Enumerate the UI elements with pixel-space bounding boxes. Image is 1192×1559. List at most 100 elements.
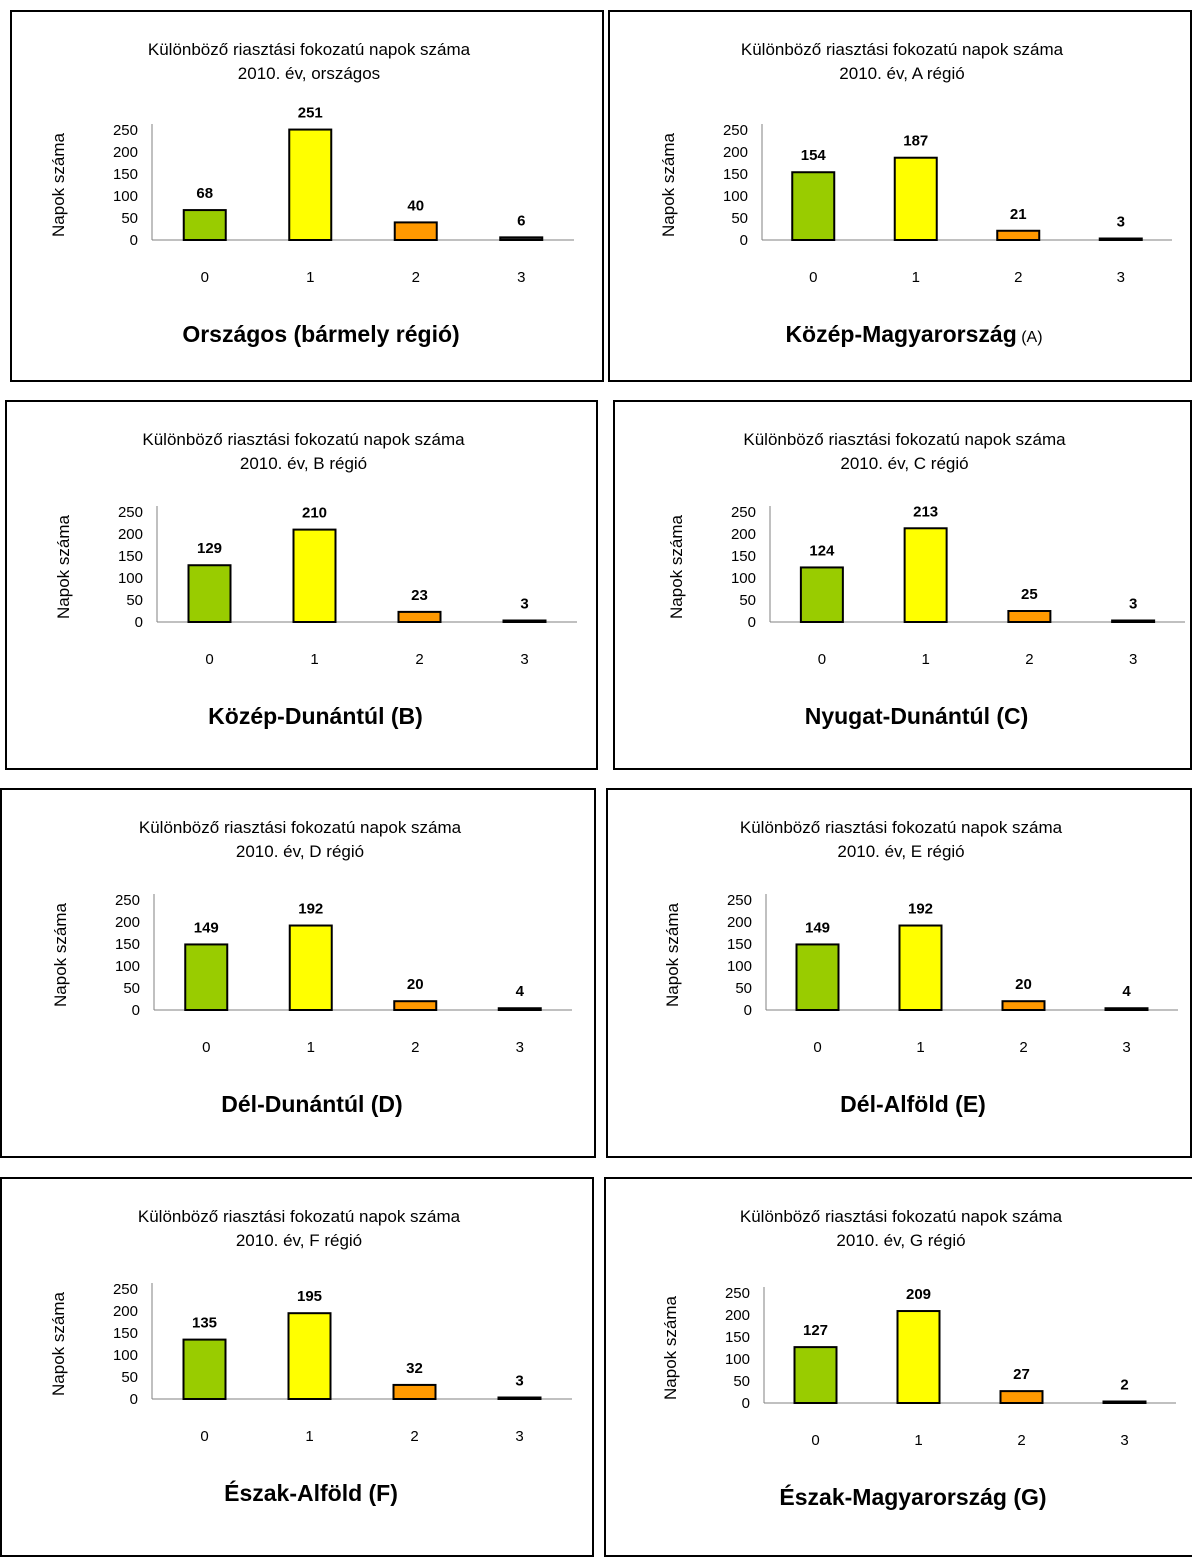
chart-subtitle: 2010. év, országos xyxy=(238,64,380,83)
x-tick-label: 3 xyxy=(516,1039,524,1056)
x-tick-label: 3 xyxy=(1122,1039,1130,1056)
chart-caption: Országos (bármely régió) xyxy=(182,321,459,347)
y-tick-label: 250 xyxy=(725,1285,750,1302)
bar xyxy=(791,171,836,242)
chart-svg: Különböző riasztási fokozatú napok száma… xyxy=(49,40,574,347)
y-tick-label: 50 xyxy=(126,592,143,609)
chart-caption: Észak-Magyarország (G) xyxy=(779,1483,1046,1510)
data-label: 213 xyxy=(913,503,938,520)
bar xyxy=(397,610,442,624)
bar xyxy=(393,221,438,241)
chart-panel-b: Különböző riasztási fokozatú napok száma… xyxy=(5,400,598,770)
x-tick-label: 0 xyxy=(818,651,826,668)
data-label: 135 xyxy=(192,1315,217,1332)
x-tick-label: 0 xyxy=(811,1432,819,1449)
chart-title: Különböző riasztási fokozatú napok száma xyxy=(743,430,1066,449)
x-tick-label: 0 xyxy=(205,651,213,668)
x-tick-label: 2 xyxy=(1019,1039,1027,1056)
x-tick-label: 1 xyxy=(916,1039,924,1056)
chart-svg: Különböző riasztási fokozatú napok száma… xyxy=(54,430,577,729)
chart-caption: Közép-Magyarország (A) xyxy=(785,321,1042,347)
chart-svg: Különböző riasztási fokozatú napok száma… xyxy=(663,818,1178,1117)
y-tick-label: 0 xyxy=(130,1391,138,1408)
x-tick-label: 0 xyxy=(813,1039,821,1056)
y-axis-label: Napok száma xyxy=(54,514,73,618)
chart-title: Különböző riasztási fokozatú napok száma xyxy=(148,40,471,59)
x-tick-label: 2 xyxy=(410,1428,418,1445)
data-label: 40 xyxy=(407,197,424,214)
data-label: 187 xyxy=(903,133,928,150)
x-tick-label: 3 xyxy=(517,269,525,286)
data-label: 3 xyxy=(1129,596,1137,613)
x-tick-label: 0 xyxy=(201,269,209,286)
bar xyxy=(1098,237,1143,241)
data-label: 4 xyxy=(1122,983,1131,1000)
y-axis-label: Napok száma xyxy=(661,1295,680,1399)
y-tick-label: 0 xyxy=(740,232,748,249)
chart-subtitle: 2010. év, F régió xyxy=(236,1231,362,1250)
chart-panel-a: Különböző riasztási fokozatú napok száma… xyxy=(608,10,1192,382)
data-label: 25 xyxy=(1021,586,1038,603)
y-tick-label: 0 xyxy=(130,232,138,249)
y-tick-label: 200 xyxy=(118,526,143,543)
x-tick-label: 3 xyxy=(520,651,528,668)
y-tick-label: 200 xyxy=(727,914,752,931)
bar xyxy=(1111,619,1156,623)
chart-panel-c: Különböző riasztási fokozatú napok száma… xyxy=(613,400,1192,770)
chart-panel-d: Különböző riasztási fokozatú napok száma… xyxy=(0,788,596,1158)
chart-svg: Különböző riasztási fokozatú napok száma… xyxy=(667,430,1185,729)
bar xyxy=(996,229,1041,241)
bar xyxy=(1102,1400,1147,1404)
chart-caption: Dél-Alföld (E) xyxy=(840,1091,986,1117)
data-label: 210 xyxy=(302,505,327,522)
bar xyxy=(497,1396,542,1400)
bar xyxy=(182,1338,227,1401)
y-tick-label: 0 xyxy=(742,1395,750,1412)
y-tick-label: 200 xyxy=(723,144,748,161)
x-tick-label: 1 xyxy=(305,1428,313,1445)
y-tick-label: 150 xyxy=(725,1329,750,1346)
data-label: 2 xyxy=(1120,1377,1128,1394)
bar xyxy=(287,1312,332,1400)
x-tick-label: 1 xyxy=(921,651,929,668)
y-tick-label: 50 xyxy=(735,980,752,997)
data-label: 124 xyxy=(809,542,835,559)
y-tick-label: 50 xyxy=(121,210,138,227)
chart-title: Különböző riasztási fokozatú napok száma xyxy=(740,818,1063,837)
x-tick-label: 0 xyxy=(809,269,817,286)
x-tick-label: 0 xyxy=(202,1039,210,1056)
y-tick-label: 200 xyxy=(731,526,756,543)
y-tick-label: 150 xyxy=(113,166,138,183)
bar xyxy=(795,943,840,1011)
x-tick-label: 2 xyxy=(1025,651,1033,668)
data-label: 149 xyxy=(194,919,219,936)
y-tick-label: 50 xyxy=(121,1369,138,1386)
data-label: 192 xyxy=(908,901,933,918)
bar xyxy=(182,209,227,242)
chart-title: Különböző riasztási fokozatú napok száma xyxy=(741,40,1064,59)
y-tick-label: 250 xyxy=(113,1281,138,1298)
bar xyxy=(288,128,333,241)
x-tick-label: 0 xyxy=(200,1428,208,1445)
y-axis-label: Napok száma xyxy=(667,514,686,618)
data-label: 127 xyxy=(803,1322,828,1339)
bar xyxy=(187,564,232,624)
x-tick-label: 2 xyxy=(415,651,423,668)
chart-title: Különböző riasztási fokozatú napok száma xyxy=(142,430,465,449)
data-label: 3 xyxy=(515,1373,523,1390)
chart-panel-g: Különböző riasztási fokozatú napok száma… xyxy=(604,1177,1192,1557)
data-label: 20 xyxy=(407,976,424,993)
y-tick-label: 50 xyxy=(739,592,756,609)
bar xyxy=(799,566,844,624)
y-tick-label: 50 xyxy=(731,210,748,227)
bar xyxy=(292,528,337,623)
chart-panel-orszagos: Különböző riasztási fokozatú napok száma… xyxy=(10,10,604,382)
y-tick-label: 250 xyxy=(118,504,143,521)
chart-svg: Különböző riasztási fokozatú napok száma… xyxy=(49,1207,572,1506)
bar xyxy=(499,236,544,242)
y-axis-label: Napok száma xyxy=(51,902,70,1006)
bar xyxy=(999,1390,1044,1404)
y-axis-label: Napok száma xyxy=(659,132,678,236)
bar xyxy=(1007,610,1052,623)
x-tick-label: 1 xyxy=(310,651,318,668)
